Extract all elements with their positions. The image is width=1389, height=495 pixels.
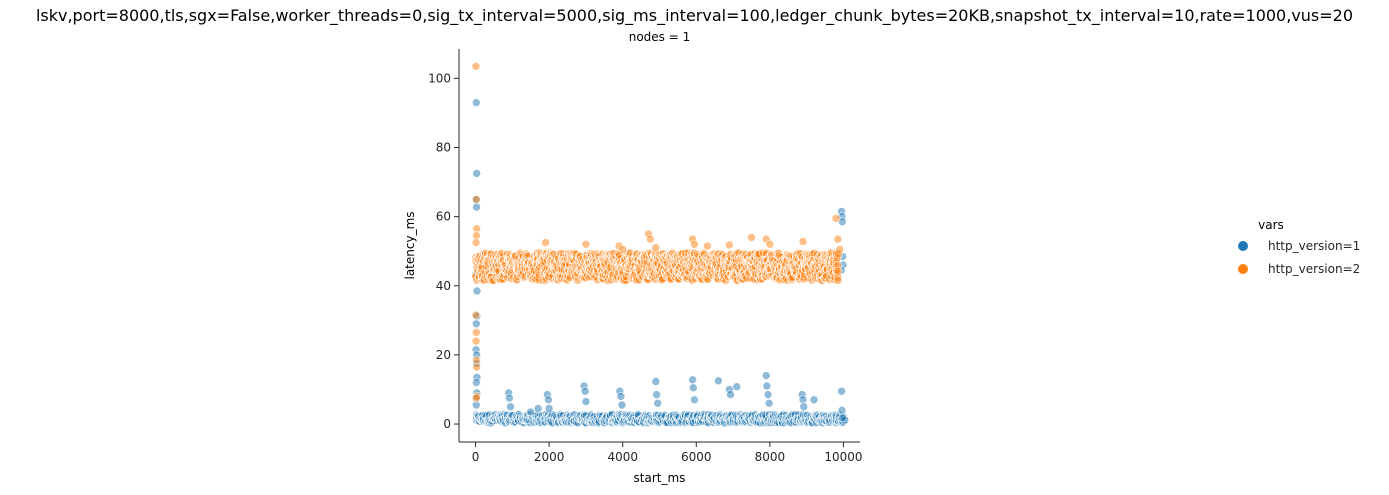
y-axis-label: latency_ms <box>403 211 417 279</box>
data-point-http-version-2 <box>747 233 756 242</box>
legend-marker-http-version-2 <box>1238 264 1248 274</box>
data-point-http-version-2 <box>651 243 661 252</box>
data-point-http-version-2 <box>833 266 843 276</box>
data-point-http-version-2 <box>471 393 481 403</box>
axes-layer: 0 2000 4000 6000 8000 10000 0 20 40 60 80 100 start_… <box>403 49 863 485</box>
y-tick-label: 40 <box>436 279 451 293</box>
x-tick-label: 0 <box>472 450 480 464</box>
data-point-http-version-2 <box>690 240 699 249</box>
data-point-http-version-1 <box>799 402 809 412</box>
legend-label-http-version-1: http_version=1 <box>1268 239 1361 253</box>
x-tick-label: 8000 <box>755 450 786 464</box>
data-point-http-version-1 <box>837 386 846 396</box>
data-point-http-version-1 <box>809 395 819 405</box>
data-point-http-version-1 <box>471 98 481 107</box>
data-point-http-version-2 <box>831 214 841 223</box>
data-point-http-version-2 <box>833 234 843 244</box>
y-tick-label: 80 <box>436 141 451 155</box>
x-axis-label: start_ms <box>634 471 686 485</box>
data-point-http-version-1 <box>714 376 723 386</box>
data-point-http-version-1 <box>762 381 772 391</box>
data-point-http-version-1 <box>544 395 553 405</box>
data-point-http-version-2 <box>835 245 845 254</box>
y-tick-label: 100 <box>428 71 451 85</box>
data-point-http-version-1 <box>471 378 481 387</box>
data-point-http-version-2 <box>471 310 481 320</box>
data-point-http-version-2 <box>833 276 843 285</box>
legend-entry-http-version-2: http_version=2 <box>1238 262 1360 276</box>
points-layer <box>471 62 850 428</box>
data-point-http-version-1 <box>651 377 661 386</box>
legend-entry-http-version-1: http_version=1 <box>1238 239 1360 253</box>
data-point-http-version-1 <box>581 397 591 406</box>
data-point-http-version-2 <box>645 234 655 244</box>
data-point-http-version-2 <box>618 245 628 254</box>
x-tick-label: 10000 <box>824 450 862 464</box>
data-point-http-version-2 <box>472 362 482 372</box>
data-point-http-version-1 <box>616 392 626 401</box>
legend-marker-http-version-1 <box>1238 241 1248 251</box>
data-point-http-version-2 <box>541 238 550 247</box>
data-point-http-version-1 <box>653 398 663 408</box>
data-point-http-version-2 <box>471 238 481 247</box>
data-point-http-version-1 <box>764 398 774 408</box>
data-point-http-version-1 <box>652 390 661 399</box>
data-point-http-version-2 <box>798 237 808 246</box>
legend-title: vars <box>1258 218 1284 232</box>
data-point-http-version-1 <box>506 402 515 412</box>
y-tick-label: 60 <box>436 210 451 224</box>
data-point-http-version-2 <box>765 240 775 249</box>
data-point-http-version-1 <box>526 407 536 417</box>
data-point-http-version-2 <box>471 195 481 204</box>
data-point-http-version-1 <box>617 400 627 410</box>
data-point-http-version-1 <box>688 383 698 393</box>
data-point-http-version-1 <box>763 390 773 399</box>
data-point-http-version-1 <box>690 395 699 405</box>
data-point-http-version-1 <box>472 286 482 296</box>
data-point-http-version-1 <box>472 169 482 178</box>
data-point-http-version-1 <box>505 393 514 403</box>
x-tick-label: 2000 <box>534 450 565 464</box>
data-point-http-version-1 <box>472 202 481 212</box>
facet-title: nodes = 1 <box>628 30 691 44</box>
x-tick-label: 4000 <box>607 450 638 464</box>
data-point-http-version-1 <box>837 413 847 423</box>
y-tick-label: 20 <box>436 348 451 362</box>
legend-label-http-version-2: http_version=2 <box>1268 262 1361 276</box>
data-point-http-version-1 <box>533 404 543 413</box>
y-tick-label: 0 <box>443 417 451 431</box>
data-point-http-version-1 <box>837 405 847 415</box>
data-point-http-version-2 <box>471 336 481 346</box>
data-point-http-version-2 <box>471 328 481 337</box>
data-point-http-version-1 <box>732 382 742 392</box>
data-point-http-version-1 <box>544 404 554 413</box>
data-point-http-version-1 <box>471 319 481 329</box>
data-point-http-version-2 <box>702 241 712 251</box>
chart-suptitle: lskv,port=8000,tls,sgx=False,worker_thre… <box>35 6 1354 25</box>
data-point-http-version-1 <box>688 375 697 385</box>
data-point-http-version-1 <box>726 390 735 399</box>
x-tick-label: 6000 <box>681 450 712 464</box>
data-point-http-version-1 <box>761 371 771 380</box>
data-point-http-version-2 <box>725 240 734 250</box>
data-point-http-version-2 <box>581 240 591 249</box>
data-point-http-version-2 <box>471 62 481 71</box>
data-point-http-version-1 <box>580 386 590 396</box>
